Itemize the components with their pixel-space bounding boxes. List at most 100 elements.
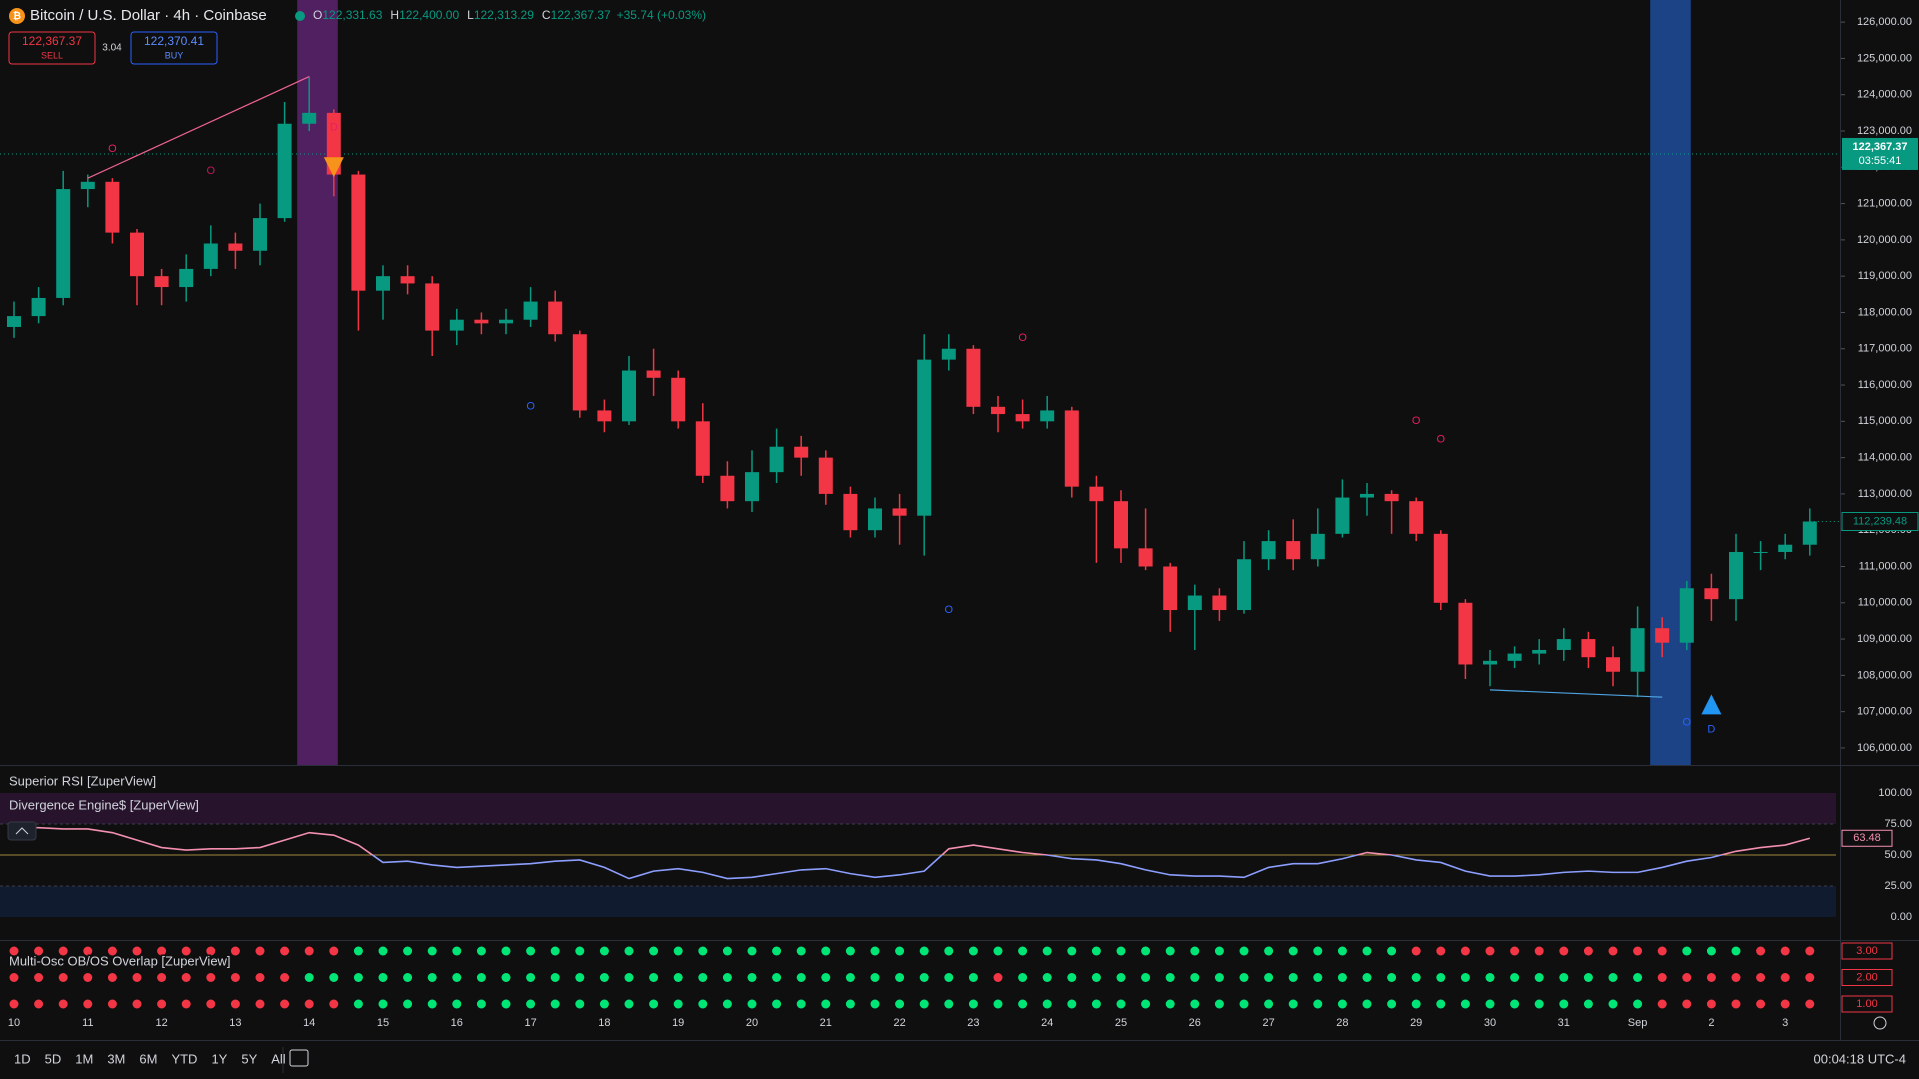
osc-dot [722, 973, 732, 982]
candle-body [769, 446, 784, 473]
y-tick-label: 120,000.00 [1857, 234, 1912, 246]
range-button[interactable]: 1Y [211, 1051, 227, 1066]
osc-dot [993, 973, 1003, 982]
osc-dot [329, 999, 339, 1009]
osc-dot [378, 973, 388, 982]
y-tick-label: 25.00 [1884, 880, 1912, 892]
osc-dot [747, 973, 757, 982]
candle-body [1286, 541, 1301, 560]
osc-dot [1165, 999, 1175, 1009]
osc-dot [1485, 999, 1495, 1009]
osc-dot [1190, 999, 1200, 1009]
osc-dot [1510, 999, 1520, 1009]
osc-dot [132, 973, 142, 982]
osc-dot [476, 999, 486, 1009]
y-tick-label: 107,000.00 [1857, 706, 1912, 718]
osc-dot [1657, 946, 1667, 956]
osc-dot [870, 946, 880, 956]
range-button[interactable]: All [271, 1051, 286, 1066]
osc-dot [624, 999, 634, 1009]
osc-dot [599, 999, 609, 1009]
osc-dot [1313, 973, 1323, 982]
range-button[interactable]: 1M [75, 1051, 93, 1066]
osc-dot [1633, 999, 1643, 1009]
osc-dot [1313, 999, 1323, 1009]
candle-body [1704, 588, 1719, 600]
osc-dot [157, 999, 167, 1009]
osc-dot [1559, 973, 1569, 982]
osc-dot [1485, 973, 1495, 982]
buy-button[interactable] [130, 31, 218, 65]
osc-dot [9, 946, 19, 956]
osc-dot [1337, 973, 1347, 982]
candle-body [425, 283, 440, 331]
osc-dot [304, 999, 314, 1009]
collapse-button[interactable] [7, 821, 37, 841]
x-tick-label: 28 [1336, 1017, 1348, 1029]
candle-body [31, 297, 46, 317]
osc-level-label: 1.00 [1856, 998, 1877, 1010]
osc-dot [107, 973, 117, 982]
market-status [295, 11, 305, 21]
y-tick-label: 116,000.00 [1858, 379, 1912, 391]
settings-button[interactable] [1873, 1016, 1887, 1030]
osc-dot [673, 973, 683, 982]
osc-dot [1657, 999, 1667, 1009]
osc-dot [1682, 973, 1692, 982]
osc-dot [821, 973, 831, 982]
ohlc-key: L [467, 8, 474, 22]
range-button[interactable]: 5D [45, 1051, 62, 1066]
y-tick-label: 113,000.00 [1858, 488, 1912, 500]
y-tick-label: 118,000.00 [1858, 306, 1912, 318]
osc-dot [526, 999, 536, 1009]
annotation-label: D [1707, 724, 1715, 736]
osc-dot [772, 946, 782, 956]
range-button[interactable]: 3M [107, 1051, 125, 1066]
ohlc-key: C [542, 8, 551, 22]
osc-dot [722, 999, 732, 1009]
osc-title[interactable]: Multi-Osc OB/OS Overlap [ZuperView] [8, 952, 233, 970]
ohlc-value: 122,367.37 [551, 8, 611, 22]
annotation-label: O [1683, 716, 1692, 728]
osc-dot [230, 999, 240, 1009]
osc-dot [796, 946, 806, 956]
osc-dot [1633, 973, 1643, 982]
signal-triangle [1701, 694, 1722, 715]
candle-body [1064, 410, 1079, 487]
x-tick-label: 24 [1041, 1017, 1053, 1029]
rsi-subtitle[interactable]: Divergence Engine$ [ZuperView] [9, 797, 199, 812]
osc-dot [1510, 946, 1520, 956]
candle-body [941, 348, 956, 360]
rsi-title[interactable]: Superior RSI [ZuperView] [9, 773, 156, 788]
osc-dot [280, 973, 290, 982]
range-button[interactable]: 1D [14, 1051, 31, 1066]
osc-dot [1436, 946, 1446, 956]
candle-body [154, 276, 169, 288]
osc-dot [1436, 999, 1446, 1009]
range-button[interactable]: 5Y [241, 1051, 257, 1066]
y-tick-label: 121,000.00 [1857, 197, 1912, 209]
candle-body [1089, 486, 1104, 502]
osc-dot [968, 999, 978, 1009]
candle-body [1458, 602, 1473, 665]
osc-dot [1534, 999, 1544, 1009]
symbol-title[interactable]: Bitcoin / U.S. Dollar · 4h · Coinbase [30, 7, 267, 24]
sell-button[interactable] [8, 31, 96, 65]
osc-dot [1264, 973, 1274, 982]
x-tick-label: 15 [377, 1017, 389, 1029]
x-tick-label: 13 [229, 1017, 241, 1029]
osc-dot [230, 973, 240, 982]
date-range-button[interactable] [289, 1049, 309, 1067]
range-button[interactable]: YTD [171, 1051, 197, 1066]
candle-body [80, 181, 95, 190]
range-button[interactable]: 6M [139, 1051, 157, 1066]
rsi-last-tag [1841, 829, 1893, 847]
toolbar: 1D 5D 1M 3M 6M YTD 1Y 5Y All [14, 1051, 286, 1066]
candle-body [671, 377, 686, 422]
osc-dot [1042, 946, 1052, 956]
osc-dot [1608, 973, 1618, 982]
osc-dot [821, 999, 831, 1009]
candle-body [1310, 533, 1325, 560]
osc-pane: 3.00 2.00 1.00 Multi-Osc OB/OS Overlap [Zup… [8, 942, 1893, 1013]
osc-dot [1731, 999, 1741, 1009]
